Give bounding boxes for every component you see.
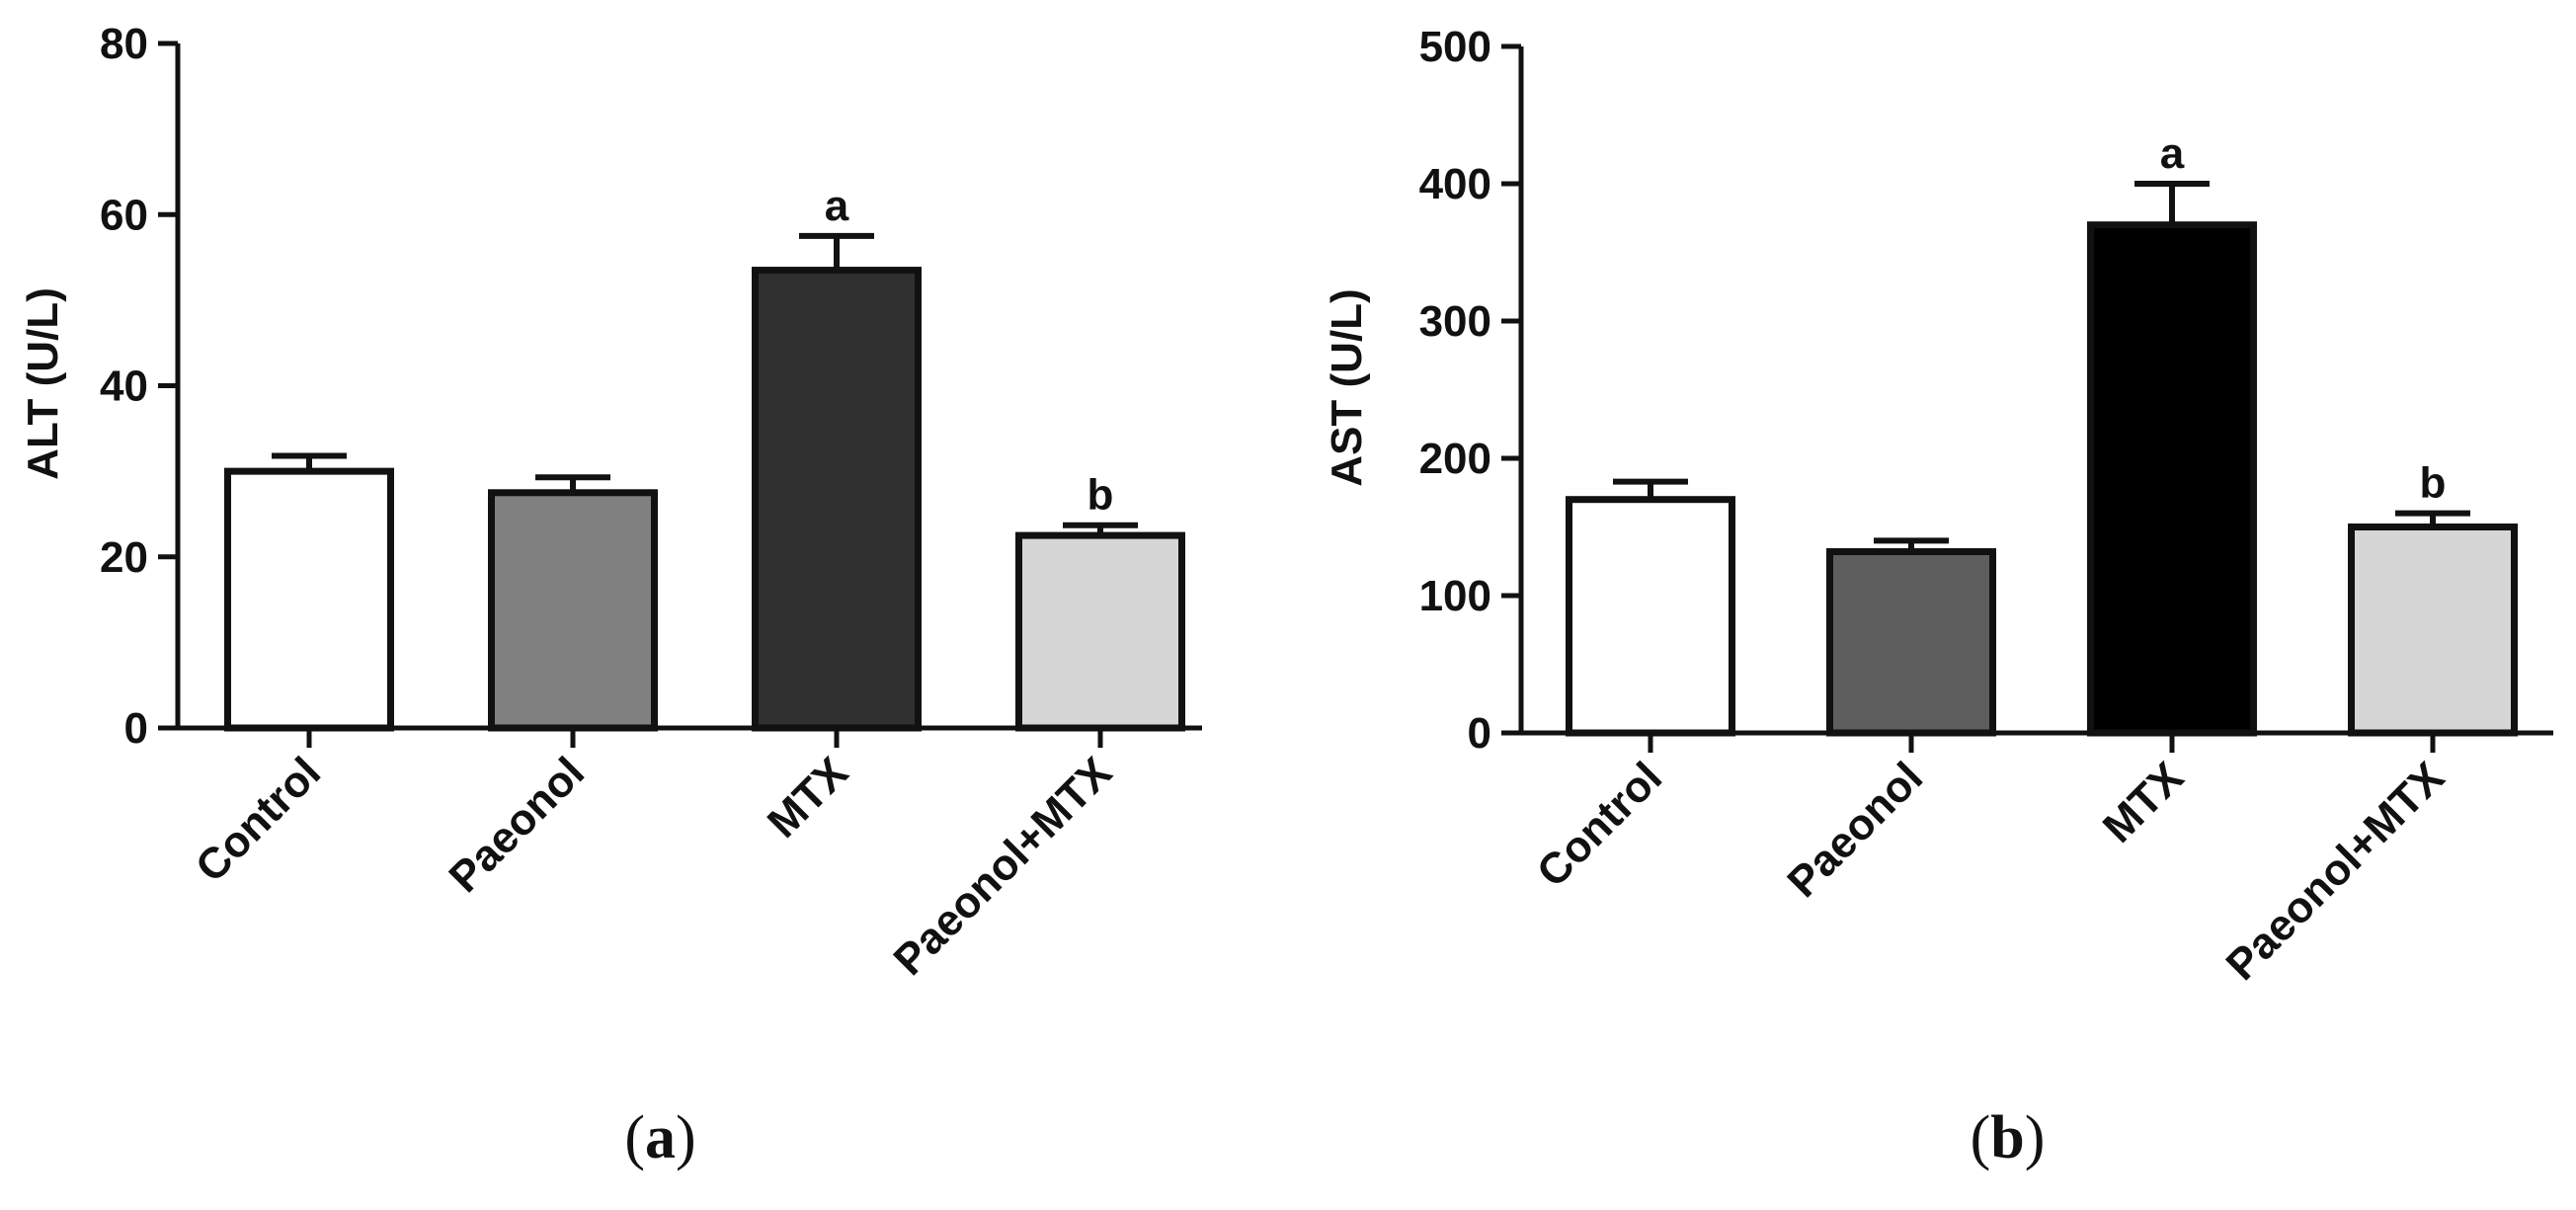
x-category-label: Paeonol+MTX [2217,753,2455,990]
panel-label-open: ( [1971,1104,1991,1171]
y-tick-label: 0 [1468,709,1491,758]
y-tick-label: 400 [1419,160,1491,208]
significance-label: b [1087,471,1114,520]
x-category-label: Paeonol [1778,753,1932,907]
y-tick-label: 300 [1419,297,1491,346]
significance-label: b [2420,459,2447,508]
x-category-label: Paeonol [440,748,594,902]
x-category-label: MTX [2094,753,2193,851]
panel-label-letter: b [1990,1104,2024,1171]
y-tick-label: 100 [1419,572,1491,620]
y-tick-label: 60 [100,191,148,239]
significance-label: a [825,182,849,230]
x-category-label: Paeonol+MTX [885,748,1122,985]
y-axis-title: ALT (U/L) [19,287,67,480]
bar-paeonol [1826,548,1996,737]
panel-label: (a) [624,1104,695,1171]
y-tick-label: 20 [100,533,148,582]
y-tick-label: 500 [1419,23,1491,71]
bar-paeonol-mtx [1015,531,1185,732]
bar-paeonol-mtx [2348,524,2518,737]
panel-label-close: ) [2025,1104,2046,1171]
bar-control [224,467,394,732]
panel-label-letter: a [645,1104,676,1171]
bar-mtx [752,267,922,732]
panel-ast: 0 100 200 300 400 500 AST (U/L) Control Paeonol a… [1323,23,2553,1171]
bar-mtx [2087,221,2257,737]
y-tick-label: 80 [100,20,148,68]
y-tick-label: 40 [100,363,148,411]
x-category-label: Control [187,748,330,891]
panel-alt: 0 20 40 60 80 ALT (U/L) Control Paeonol a MTX b Pae… [19,20,1202,1171]
y-tick-label: 0 [124,704,148,753]
panel-label-open: ( [624,1104,645,1171]
x-category-label: MTX [759,748,857,847]
y-tick-label: 200 [1419,435,1491,483]
x-category-label: Control [1528,753,1671,896]
y-axis-title: AST (U/L) [1323,288,1371,486]
panel-label: (b) [1971,1104,2046,1171]
panel-label-close: ) [676,1104,696,1171]
significance-label: a [2160,129,2185,178]
bar-paeonol [488,489,658,732]
bar-control [1566,496,1735,737]
